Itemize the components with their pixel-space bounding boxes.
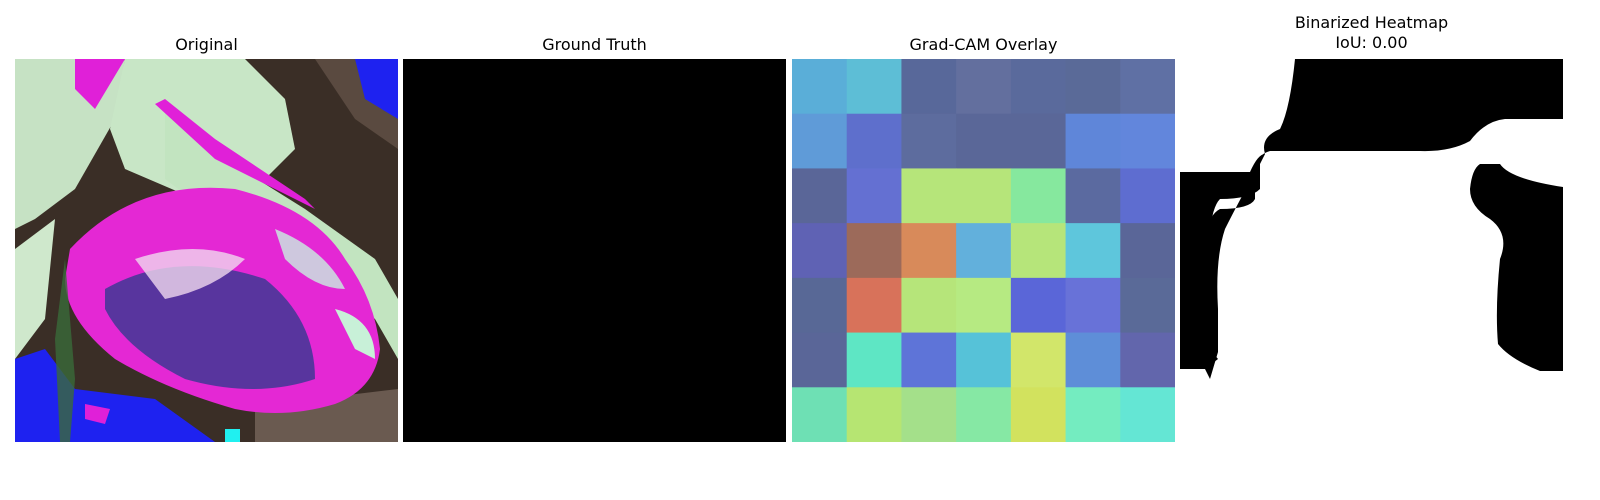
gradcam-cell <box>956 332 1012 388</box>
panel-ground-truth: Ground Truth <box>403 0 786 500</box>
gradcam-cell <box>901 168 957 224</box>
gradcam-cell <box>901 223 957 279</box>
gradcam-cell <box>1120 59 1175 115</box>
binarized-mask <box>1180 59 1563 442</box>
gradcam-cell <box>901 277 957 334</box>
binarized-heatmap <box>1180 59 1563 442</box>
gradcam-cell <box>1120 277 1175 334</box>
gradcam-cell <box>792 332 848 388</box>
gradcam-cell <box>846 168 903 224</box>
gradcam-cell <box>1065 277 1121 334</box>
gradcam-cell <box>901 59 957 115</box>
gradcam-cell <box>956 168 1012 224</box>
gradcam-cell <box>1120 113 1175 170</box>
panel-binarized: Binarized Heatmap IoU: 0.00 <box>1180 0 1563 500</box>
original-image-render <box>15 59 398 442</box>
gradcam-cell <box>1010 387 1067 442</box>
panel-title-ground-truth: Ground Truth <box>542 35 647 54</box>
gradcam-cell <box>1010 113 1067 170</box>
gradcam-cell <box>792 113 848 170</box>
gradcam-cell <box>1065 168 1121 224</box>
gradcam-cell <box>956 223 1012 279</box>
gradcam-cell <box>1010 223 1067 279</box>
ground-truth-mask <box>403 59 786 442</box>
gradcam-cell <box>901 332 957 388</box>
original-image <box>15 59 398 442</box>
gradcam-cell <box>956 59 1012 115</box>
gradcam-cell <box>1065 387 1121 442</box>
gradcam-cell <box>901 387 957 442</box>
panel-title-original: Original <box>175 35 238 54</box>
panel-original: Original <box>15 0 398 500</box>
gradcam-cell <box>792 59 848 115</box>
gradcam-cell <box>846 59 903 115</box>
gradcam-cell <box>1010 332 1067 388</box>
panel-title-gradcam: Grad-CAM Overlay <box>909 35 1058 54</box>
gradcam-cell <box>1065 223 1121 279</box>
gradcam-cell <box>1120 223 1175 279</box>
gradcam-cell <box>1120 332 1175 388</box>
panel-gradcam: Grad-CAM Overlay <box>792 0 1175 500</box>
gradcam-cell <box>956 387 1012 442</box>
gradcam-cell <box>1065 113 1121 170</box>
gradcam-cell <box>846 223 903 279</box>
gradcam-cell <box>1120 168 1175 224</box>
gradcam-cell <box>792 168 848 224</box>
gradcam-cell <box>792 387 848 442</box>
gradcam-cell <box>1065 59 1121 115</box>
gradcam-cell <box>1065 332 1121 388</box>
gradcam-cell <box>901 113 957 170</box>
gradcam-cell <box>846 113 903 170</box>
gradcam-cell <box>956 277 1012 334</box>
gradcam-cell <box>846 387 903 442</box>
gradcam-cell <box>846 277 903 334</box>
gradcam-cell <box>792 223 848 279</box>
gradcam-grid <box>792 59 1175 442</box>
gradcam-cell <box>1010 59 1067 115</box>
gradcam-cell <box>1010 168 1067 224</box>
gradcam-cell <box>1010 277 1067 334</box>
gradcam-cell <box>1120 387 1175 442</box>
gradcam-cell <box>792 277 848 334</box>
gradcam-cell <box>956 113 1012 170</box>
panel-title-binarized: Binarized Heatmap IoU: 0.00 <box>1294 13 1449 52</box>
gradcam-overlay <box>792 59 1175 442</box>
gradcam-cell <box>846 332 903 388</box>
